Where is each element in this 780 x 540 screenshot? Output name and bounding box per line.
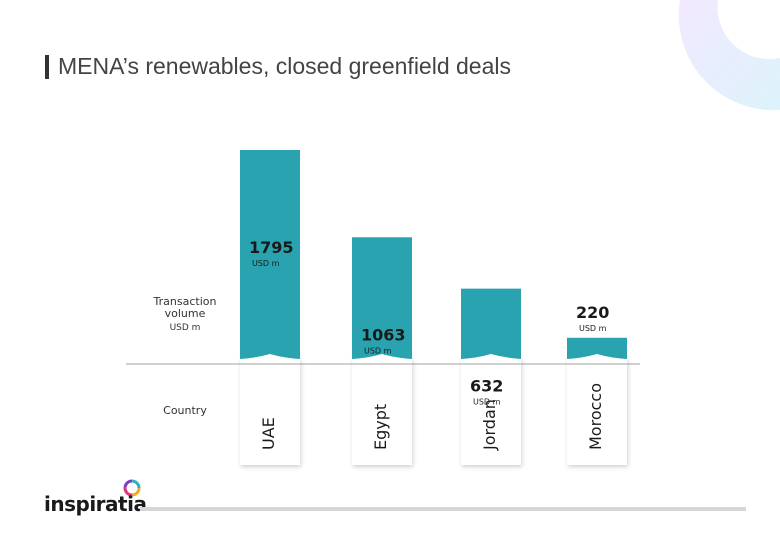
bar-base-notch <box>352 354 412 364</box>
category-card <box>461 358 521 465</box>
bar-base-notch <box>461 354 521 364</box>
unit-label: USD m <box>579 324 607 333</box>
value-label: 632 <box>470 377 503 396</box>
decorative-arc <box>678 0 780 111</box>
value-label: 1795 <box>249 238 294 257</box>
y-axis-label: Transaction volume USD m <box>140 296 230 334</box>
y-axis-label-line1: Transaction <box>153 295 217 308</box>
brand-logo-text: inspiratia <box>44 492 147 516</box>
page-title: MENA’s renewables, closed greenfield dea… <box>58 53 512 79</box>
bar-uae <box>240 150 300 364</box>
category-label: Egypt <box>371 404 390 450</box>
category-label: UAE <box>259 417 278 450</box>
value-label: 1063 <box>361 325 406 344</box>
unit-label: USD m <box>473 398 501 407</box>
y-axis-unit: USD m <box>169 323 201 333</box>
category-label: Morocco <box>586 383 605 450</box>
title-accent-bar <box>45 55 49 79</box>
category-card <box>352 358 412 465</box>
category-label: Jordan <box>480 399 499 451</box>
bar-base-notch <box>567 354 627 364</box>
unit-label: USD m <box>252 259 280 268</box>
unit-label: USD m <box>364 346 392 355</box>
category-card <box>567 358 627 465</box>
category-card <box>240 358 300 465</box>
brand-logo-icon <box>123 479 141 497</box>
country-row-label: Country <box>163 404 207 417</box>
bar-jordan <box>461 288 521 364</box>
value-label: 220 <box>576 303 609 322</box>
footer-divider <box>140 507 746 511</box>
y-axis-label-line2: volume <box>164 307 206 320</box>
bar-base-notch <box>240 354 300 364</box>
bar-egypt <box>352 237 412 364</box>
